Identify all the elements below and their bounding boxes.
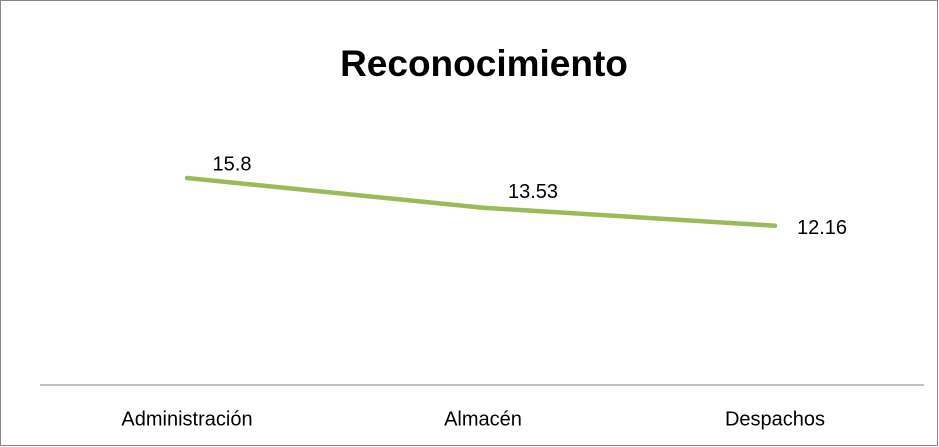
x-tick-label: Despachos: [725, 408, 825, 430]
chart-title: Reconocimiento: [340, 43, 628, 84]
data-label: 13.53: [508, 181, 558, 203]
data-label: 12.16: [797, 217, 847, 239]
data-line: [184, 175, 778, 228]
x-tick-label: Administración: [121, 408, 252, 430]
x-tick-label: Almacén: [444, 408, 522, 430]
data-label: 15.8: [213, 153, 252, 175]
